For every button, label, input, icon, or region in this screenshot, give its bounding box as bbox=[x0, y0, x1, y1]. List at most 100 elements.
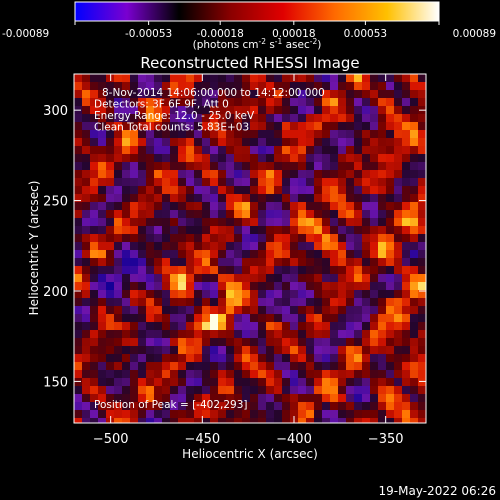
heatmap-pixel bbox=[186, 298, 194, 306]
heatmap-pixel bbox=[378, 106, 386, 114]
heatmap-pixel bbox=[266, 290, 274, 298]
heatmap-pixel bbox=[362, 186, 370, 194]
heatmap-pixel bbox=[418, 234, 426, 242]
heatmap-pixel bbox=[98, 170, 106, 178]
heatmap-pixel bbox=[322, 82, 330, 90]
heatmap-pixel bbox=[394, 266, 402, 274]
heatmap-pixel bbox=[266, 170, 274, 178]
heatmap-pixel bbox=[394, 170, 402, 178]
heatmap-pixel bbox=[106, 194, 114, 202]
heatmap-pixel bbox=[130, 98, 138, 106]
heatmap-pixel bbox=[194, 322, 202, 330]
heatmap-pixel bbox=[186, 234, 194, 242]
heatmap-pixel bbox=[378, 82, 386, 90]
y-tick-label: 200 bbox=[43, 285, 68, 300]
heatmap-pixel bbox=[394, 122, 402, 130]
heatmap-pixel bbox=[210, 234, 218, 242]
heatmap-pixel bbox=[154, 338, 162, 346]
heatmap-pixel bbox=[74, 314, 82, 322]
heatmap-pixel bbox=[402, 314, 410, 322]
heatmap-pixel bbox=[274, 114, 282, 122]
heatmap-pixel bbox=[338, 338, 346, 346]
heatmap-pixel bbox=[298, 210, 306, 218]
heatmap-pixel bbox=[370, 218, 378, 226]
heatmap-pixel bbox=[418, 242, 426, 250]
heatmap-pixel bbox=[162, 314, 170, 322]
heatmap-pixel bbox=[258, 378, 266, 386]
heatmap-pixel bbox=[130, 378, 138, 386]
heatmap-pixel bbox=[170, 338, 178, 346]
heatmap-pixel bbox=[282, 202, 290, 210]
heatmap-pixel bbox=[306, 410, 314, 418]
heatmap-pixel bbox=[386, 322, 394, 330]
heatmap-pixel bbox=[242, 122, 250, 130]
heatmap-pixel bbox=[226, 242, 234, 250]
heatmap-pixel bbox=[218, 338, 226, 346]
heatmap-pixel bbox=[74, 338, 82, 346]
heatmap-pixel bbox=[162, 138, 170, 146]
heatmap-pixel bbox=[362, 202, 370, 210]
heatmap-pixel bbox=[90, 362, 98, 370]
heatmap-pixel bbox=[210, 298, 218, 306]
heatmap-pixel bbox=[346, 330, 354, 338]
heatmap-pixel bbox=[226, 82, 234, 90]
heatmap-pixel bbox=[138, 194, 146, 202]
heatmap-pixel bbox=[378, 90, 386, 98]
heatmap-pixel bbox=[338, 346, 346, 354]
heatmap-pixel bbox=[370, 370, 378, 378]
heatmap-pixel bbox=[370, 178, 378, 186]
heatmap-pixel bbox=[250, 218, 258, 226]
heatmap-pixel bbox=[202, 386, 210, 394]
heatmap-pixel bbox=[378, 202, 386, 210]
heatmap-pixel bbox=[90, 418, 98, 423]
heatmap-pixel bbox=[234, 178, 242, 186]
heatmap-pixel bbox=[386, 282, 394, 290]
heatmap-pixel bbox=[202, 346, 210, 354]
heatmap-pixel bbox=[322, 354, 330, 362]
heatmap-pixel bbox=[330, 370, 338, 378]
heatmap-pixel bbox=[74, 418, 82, 423]
heatmap-pixel bbox=[122, 194, 130, 202]
heatmap-pixel bbox=[234, 298, 242, 306]
heatmap-pixel bbox=[306, 170, 314, 178]
heatmap-pixel bbox=[210, 378, 218, 386]
heatmap-pixel bbox=[330, 266, 338, 274]
heatmap-pixel bbox=[394, 130, 402, 138]
heatmap-pixel bbox=[330, 234, 338, 242]
heatmap-pixel bbox=[162, 122, 170, 130]
heatmap-pixel bbox=[394, 306, 402, 314]
heatmap-pixel bbox=[250, 322, 258, 330]
heatmap-pixel bbox=[218, 354, 226, 362]
heatmap-pixel bbox=[170, 74, 178, 82]
heatmap-pixel bbox=[402, 282, 410, 290]
heatmap-pixel bbox=[322, 234, 330, 242]
heatmap-pixel bbox=[258, 274, 266, 282]
heatmap-pixel bbox=[370, 274, 378, 282]
heatmap-pixel bbox=[98, 114, 106, 122]
heatmap-pixel bbox=[186, 314, 194, 322]
heatmap-pixel bbox=[90, 114, 98, 122]
heatmap-pixel bbox=[106, 138, 114, 146]
heatmap-pixel bbox=[130, 114, 138, 122]
heatmap-pixel bbox=[90, 234, 98, 242]
heatmap-pixel bbox=[386, 146, 394, 154]
heatmap-pixel bbox=[186, 322, 194, 330]
heatmap-pixel bbox=[178, 370, 186, 378]
heatmap-pixel bbox=[282, 394, 290, 402]
heatmap-pixel bbox=[162, 74, 170, 82]
heatmap-pixel bbox=[90, 154, 98, 162]
heatmap-pixel bbox=[82, 154, 90, 162]
heatmap-pixel bbox=[346, 226, 354, 234]
heatmap-pixel bbox=[106, 226, 114, 234]
heatmap-pixel bbox=[74, 162, 82, 170]
heatmap-pixel bbox=[330, 274, 338, 282]
heatmap-pixel bbox=[330, 250, 338, 258]
heatmap-pixel bbox=[90, 282, 98, 290]
heatmap-pixel bbox=[146, 242, 154, 250]
heatmap-pixel bbox=[106, 258, 114, 266]
heatmap-pixel bbox=[154, 306, 162, 314]
heatmap-pixel bbox=[410, 138, 418, 146]
heatmap-pixel bbox=[210, 258, 218, 266]
heatmap-pixel bbox=[202, 402, 210, 410]
